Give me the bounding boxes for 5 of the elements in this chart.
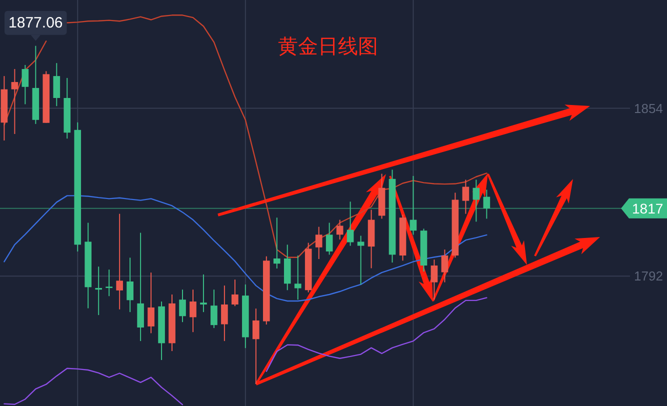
ref-line-label: 1817 <box>632 200 664 216</box>
y-tick-label: 1792 <box>634 268 663 284</box>
annotation: 1877.06 <box>8 14 63 32</box>
y-tick-label: 1854 <box>634 100 663 116</box>
text: 黄金日线图 <box>278 36 378 58</box>
